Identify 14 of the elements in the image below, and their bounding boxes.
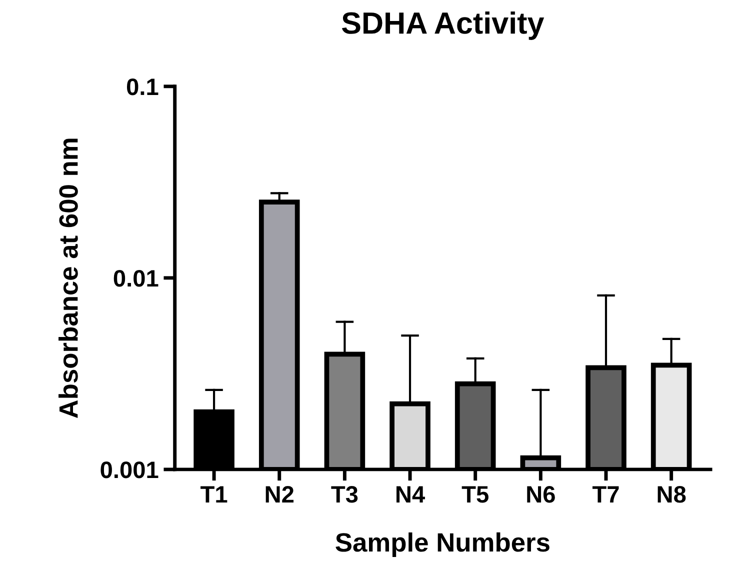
- y-axis-title: Absorbance at 600 nm: [58, 138, 78, 418]
- x-axis-title: Sample Numbers: [336, 532, 550, 558]
- x-tick-label: N2: [266, 486, 294, 503]
- x-tick-label: T7: [592, 486, 619, 503]
- x-tick-label: T5: [462, 486, 488, 503]
- x-tick-label: T3: [331, 486, 358, 503]
- y-tick-label: 0.001: [100, 462, 158, 478]
- x-tick-label: N6: [527, 486, 555, 503]
- x-tick-label: T1: [200, 486, 228, 503]
- y-tick-label: 0.01: [114, 270, 158, 287]
- chart-title: SDHA Activity: [342, 11, 544, 40]
- x-tick-label: N8: [658, 486, 686, 503]
- y-tick-label: 0.1: [126, 78, 158, 96]
- x-tick-label: N4: [396, 486, 425, 503]
